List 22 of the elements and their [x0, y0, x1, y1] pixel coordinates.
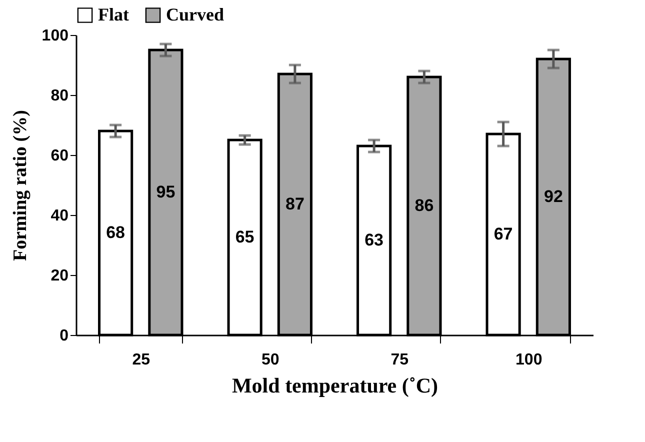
y-tick-label: 100 — [42, 28, 69, 44]
x-tick-label: 50 — [261, 352, 280, 368]
legend-label: Curved — [166, 4, 224, 24]
x-tick-label: 100 — [516, 352, 542, 368]
x-tick-label: 75 — [390, 352, 409, 368]
data-label: 95 — [156, 182, 176, 202]
data-label: 63 — [364, 230, 384, 250]
y-tick-label: 20 — [50, 268, 69, 284]
y-axis-title: Forming ratio (%) — [10, 110, 31, 261]
y-tick-label: 40 — [50, 208, 69, 224]
data-label: 92 — [544, 187, 563, 206]
x-tick-label: 25 — [132, 352, 150, 368]
y-tick-label: 0 — [60, 328, 69, 344]
data-label: 86 — [414, 196, 434, 215]
y-tick-label: 60 — [50, 148, 69, 164]
y-tick-label: 80 — [50, 88, 69, 104]
data-label: 87 — [285, 194, 304, 214]
data-label: 68 — [106, 223, 126, 242]
legend-label: Flat — [98, 4, 129, 24]
data-label: 65 — [235, 228, 254, 246]
x-axis-title: Mold temperature (˚C) — [232, 374, 438, 398]
data-label: 67 — [494, 224, 513, 244]
